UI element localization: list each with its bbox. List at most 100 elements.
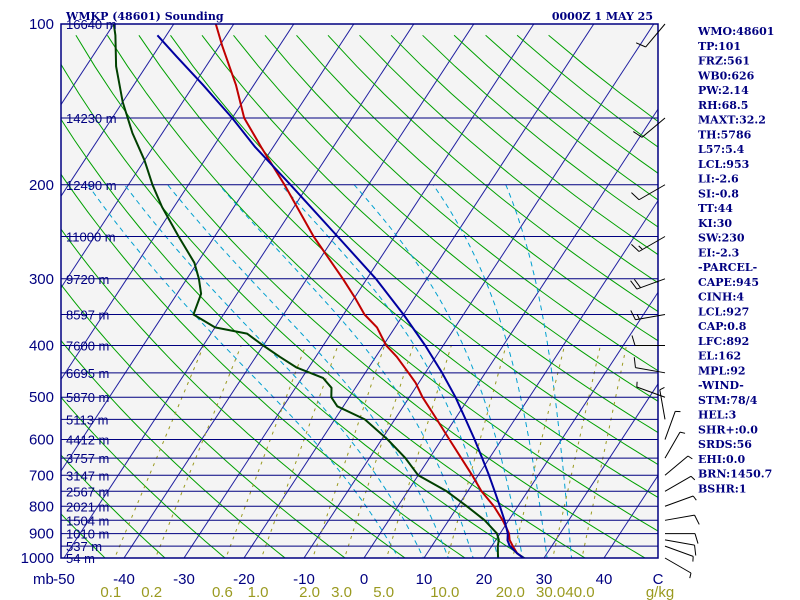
dry-adiabat-line xyxy=(61,454,166,558)
temperature-tick-label: -50 xyxy=(53,571,75,588)
height-label: 12490 m xyxy=(66,178,117,193)
index-label: L57:5.4 xyxy=(698,143,745,156)
dry-adiabat-line xyxy=(170,35,658,466)
index-label: EI:-2.3 xyxy=(698,246,739,259)
moist-adiabat-line xyxy=(124,184,424,558)
wind-barb xyxy=(633,357,666,374)
dry-adiabat-line xyxy=(61,63,587,558)
thermo-grid xyxy=(61,24,658,558)
height-label: 14230 m xyxy=(66,111,117,126)
index-label: EHI:0.0 xyxy=(698,453,745,466)
pressure-tick-label: 800 xyxy=(29,498,54,515)
temperature-tick-label: -10 xyxy=(293,571,315,588)
moist-adiabat-line xyxy=(87,184,399,558)
index-label: MAXT:32.2 xyxy=(698,114,766,127)
dry-adiabat-line xyxy=(75,35,647,558)
mixing-ratio-label: 5.0 xyxy=(373,584,394,600)
moist-adiabat-line xyxy=(353,184,524,558)
pressure-tick-label: 300 xyxy=(29,271,54,288)
chart-title: WMKP (48601) Sounding 0000Z 1 MAY 25 xyxy=(65,10,653,23)
height-label: 6695 m xyxy=(66,366,109,381)
wind-barb xyxy=(664,514,700,525)
pressure-tick-label: 200 xyxy=(29,177,54,194)
title-time: 0000Z 1 MAY 25 xyxy=(552,10,653,23)
index-label: BSHR:1 xyxy=(698,482,747,495)
plot-area xyxy=(61,24,658,558)
temperature-tick-label: -40 xyxy=(113,571,135,588)
index-label: HEL:3 xyxy=(698,409,736,422)
isotherm-line xyxy=(123,24,475,558)
temperature-tick-label: 40 xyxy=(596,571,613,588)
wind-barb xyxy=(635,23,666,48)
height-label: 8597 m xyxy=(66,308,109,323)
index-label: SRDS:56 xyxy=(698,438,752,451)
moist-adiabat-line xyxy=(432,184,548,558)
index-label: EL:162 xyxy=(698,350,741,363)
mixing-ratio-label: 2.0 xyxy=(299,584,320,600)
height-label: 537 m xyxy=(66,539,102,554)
pressure-tick-label: 700 xyxy=(29,467,54,484)
wind-barbs xyxy=(630,23,700,579)
mixing-ratio-label: 3.0 xyxy=(331,584,352,600)
moist-adiabat-line xyxy=(167,184,449,558)
index-label: PW:2.14 xyxy=(698,84,749,97)
height-label: 3147 m xyxy=(66,468,109,483)
dry-adiabat-line xyxy=(106,35,658,532)
index-label: LI:-2.6 xyxy=(698,173,739,186)
title-station: WMKP (48601) Sounding xyxy=(65,10,224,23)
mixing-ratio-unit-label: g/kg xyxy=(646,584,674,600)
index-label: STM:78/4 xyxy=(698,394,758,407)
isotherm-line xyxy=(183,24,535,558)
height-label: 9720 m xyxy=(66,272,109,287)
index-label: LCL:953 xyxy=(698,158,749,171)
pressure-unit-label: mb xyxy=(33,571,54,588)
plot-frame xyxy=(60,23,659,559)
index-label: CAPE:945 xyxy=(698,276,759,289)
wind-barb xyxy=(665,533,699,544)
isotherm-line xyxy=(543,383,658,558)
index-label: RH:68.5 xyxy=(698,99,748,112)
dry-adiabat-line xyxy=(233,34,658,402)
index-label: TP:101 xyxy=(698,40,741,53)
mixing-ratio-label: 0.6 xyxy=(212,584,233,600)
mixing-ratio-line xyxy=(512,345,566,558)
dry-adiabat-line xyxy=(61,396,226,558)
wind-barb xyxy=(630,278,666,290)
index-label: CINH:4 xyxy=(698,291,744,304)
mixing-ratio-line xyxy=(114,345,205,558)
mixing-ratio-line xyxy=(386,345,452,558)
index-label: SI:-0.8 xyxy=(698,187,739,200)
dry-adiabat-line xyxy=(61,228,406,558)
mixing-ratio-line xyxy=(581,345,627,558)
dry-adiabat-line xyxy=(61,513,106,558)
dry-adiabat-line xyxy=(327,34,658,313)
index-label: WB0:626 xyxy=(697,69,755,82)
temperature-tick-label: -30 xyxy=(173,571,195,588)
wind-barb xyxy=(633,117,666,138)
plot-background xyxy=(61,24,658,558)
isotherm-line xyxy=(61,24,235,289)
index-label: MPL:92 xyxy=(698,364,746,377)
wind-barb xyxy=(659,387,666,420)
plot-border xyxy=(60,23,659,559)
mixing-ratio-line xyxy=(154,345,242,558)
wind-barb xyxy=(631,236,666,252)
isotherm-line xyxy=(483,291,658,558)
temperature-tick-label: 30 xyxy=(536,571,553,588)
mixing-ratio-label: 1.0 xyxy=(248,584,269,600)
wind-barb xyxy=(664,475,696,492)
sounding-profiles xyxy=(112,24,526,558)
isotherm-line xyxy=(363,108,658,558)
pressure-tick-label: 500 xyxy=(29,389,54,406)
index-label: LFC:892 xyxy=(698,335,749,348)
height-label: 54 m xyxy=(66,551,95,566)
index-label: BRN:1450.7 xyxy=(698,468,772,481)
mixing-ratio-label: 40.0 xyxy=(565,584,594,600)
dry-adiabat-line xyxy=(61,118,526,558)
pressure-tick-label: 600 xyxy=(29,432,54,449)
index-label: -WIND- xyxy=(698,379,744,392)
height-label: 2021 m xyxy=(66,499,109,514)
height-label: 2567 m xyxy=(66,484,109,499)
